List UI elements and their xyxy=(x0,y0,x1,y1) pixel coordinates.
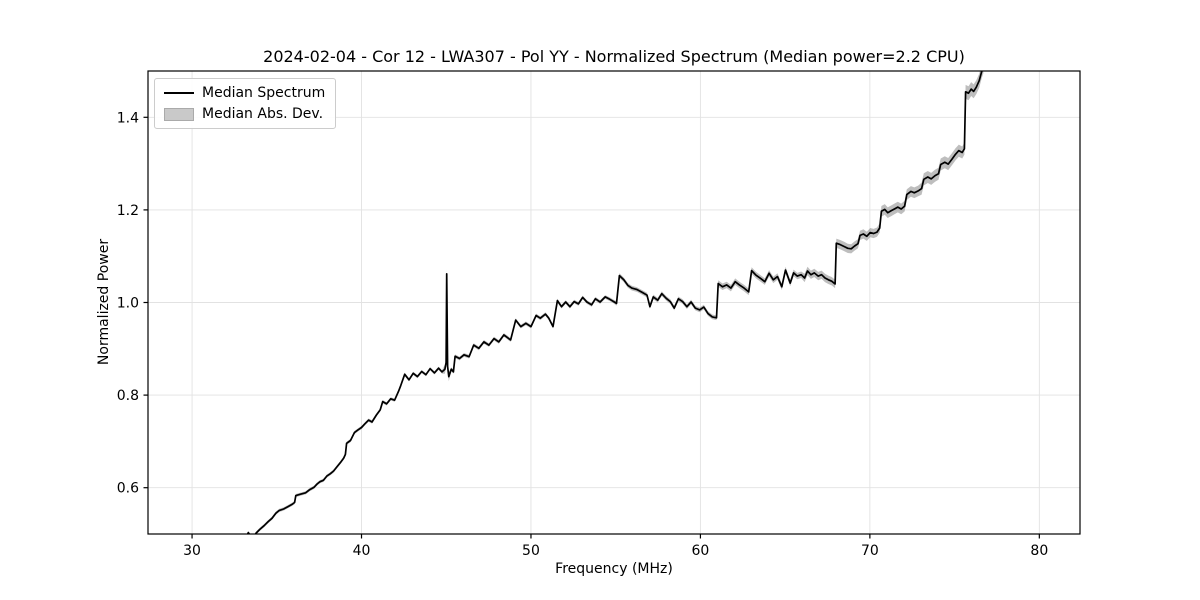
x-tick-label: 30 xyxy=(183,543,201,559)
x-tick-label: 80 xyxy=(1030,543,1048,559)
y-tick-label: 1.0 xyxy=(117,296,139,312)
legend: Median Spectrum Median Abs. Dev. xyxy=(154,78,337,129)
x-tick-label: 40 xyxy=(353,543,371,559)
legend-patch-swatch xyxy=(164,107,194,121)
y-tick-label: 0.8 xyxy=(117,388,139,404)
x-tick-label: 50 xyxy=(522,543,540,559)
y-axis-label: Normalized Power xyxy=(96,238,112,366)
y-tick-label: 1.4 xyxy=(117,110,139,126)
axis-ticks: 30 40 50 60 70 80 0.6 0.8 1.0 1.2 1.4 xyxy=(117,110,1049,559)
legend-label: Median Abs. Dev. xyxy=(202,106,324,122)
y-tick-label: 1.2 xyxy=(117,203,139,219)
chart-title: 2024-02-04 - Cor 12 - LWA307 - Pol YY - … xyxy=(263,47,965,66)
mad-band xyxy=(246,71,984,534)
y-tick-label: 0.6 xyxy=(117,481,139,497)
median-spectrum-line xyxy=(246,71,983,534)
legend-entry-median-abs-dev: Median Abs. Dev. xyxy=(164,106,325,122)
x-tick-label: 60 xyxy=(692,543,710,559)
x-axis-label: Frequency (MHz) xyxy=(555,561,673,577)
legend-label: Median Spectrum xyxy=(202,85,326,101)
legend-line-swatch xyxy=(164,92,194,94)
x-tick-label: 70 xyxy=(861,543,879,559)
legend-entry-median-spectrum: Median Spectrum xyxy=(164,85,325,101)
